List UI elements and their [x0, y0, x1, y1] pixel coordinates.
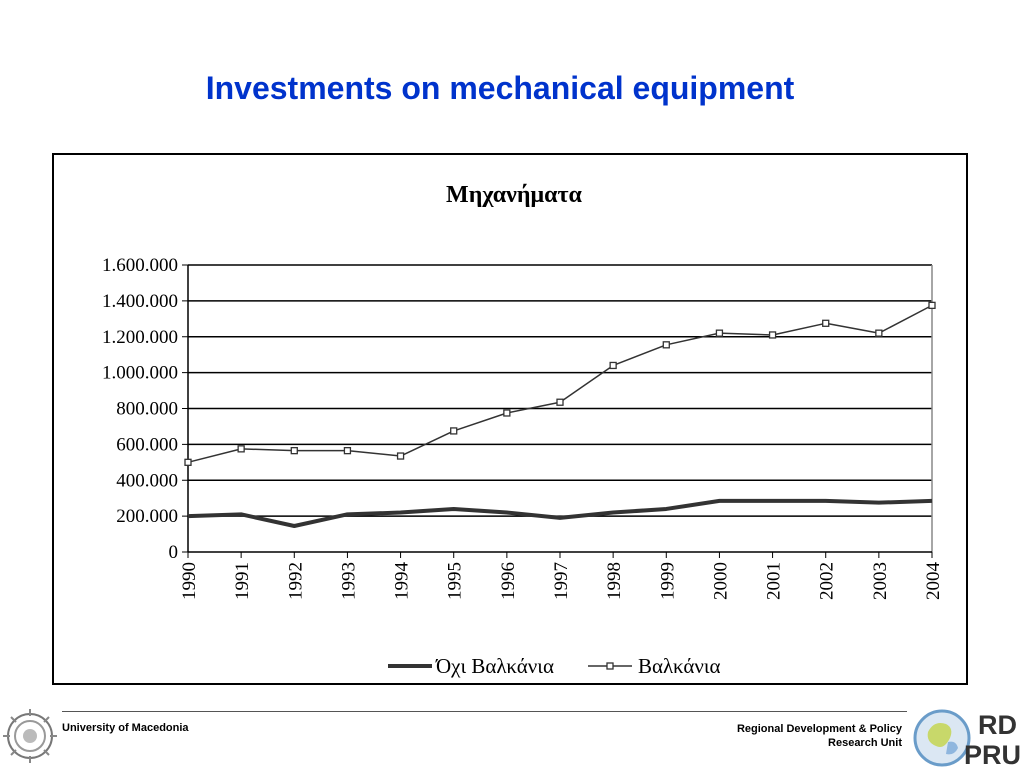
grid-layer — [188, 264, 933, 552]
data-point — [290, 447, 298, 455]
series-layer — [184, 301, 936, 528]
y-tick-label: 1.600.000 — [102, 255, 178, 276]
data-point — [662, 341, 670, 349]
series-line-1 — [187, 304, 933, 464]
data-point — [237, 445, 245, 453]
x-tick-label: 1996 — [498, 562, 519, 600]
x-tick-label: 2002 — [817, 562, 838, 600]
university-name: University of Macedonia — [62, 722, 189, 734]
rdpru-logo-bottom: PRU — [964, 740, 1021, 768]
data-point — [875, 329, 883, 337]
y-tick-label: 400.000 — [116, 470, 178, 491]
y-tick-label: 200.000 — [116, 506, 178, 527]
x-tick-label: 2003 — [870, 562, 891, 600]
research-unit-line2: Research Unit — [828, 737, 902, 749]
data-point — [396, 452, 405, 460]
university-seal-icon — [3, 709, 57, 763]
x-tick-label: 2004 — [923, 562, 944, 601]
data-point — [822, 319, 830, 327]
chart-title: Μηχανήματα — [446, 182, 582, 208]
series-line-0 — [187, 498, 933, 528]
x-tick-label: 1992 — [285, 562, 306, 600]
legend: Όχι Βαλκάνια Βαλκάνια — [388, 654, 721, 678]
legend-label-0: Όχι Βαλκάνια — [435, 654, 554, 678]
x-tick-label: 1991 — [232, 562, 253, 600]
data-point — [928, 301, 936, 310]
y-tick-label: 1.000.000 — [102, 363, 178, 384]
slide-title: Investments on mechanical equipment — [205, 70, 795, 106]
x-tick-label: 1994 — [392, 562, 413, 601]
x-tick-label: 1993 — [338, 562, 359, 600]
data-point — [503, 409, 511, 417]
data-point — [768, 331, 777, 339]
legend-marker-1 — [606, 662, 614, 670]
x-tick-label: 1995 — [445, 562, 466, 600]
x-tick-label: 1990 — [179, 562, 200, 600]
data-point — [715, 329, 724, 337]
y-tick-label: 0 — [169, 542, 179, 563]
x-tick-label: 2001 — [764, 562, 785, 600]
x-tick-label: 2000 — [710, 562, 731, 600]
data-point — [184, 458, 192, 466]
y-tick-label: 800.000 — [116, 399, 178, 420]
footer-divider — [62, 711, 907, 712]
chart-frame: Μηχανήματα 0 200.000 400.000 600.000 800.000… — [52, 153, 968, 685]
legend-label-1: Βαλκάνια — [638, 654, 721, 678]
rdpru-logo-icon: RD PRU — [913, 709, 1021, 768]
axis-layer: 0 200.000 400.000 600.000 800.000 1.000.000 1.… — [102, 255, 944, 600]
data-point — [556, 398, 564, 406]
data-point — [609, 361, 617, 370]
line-chart: Μηχανήματα 0 200.000 400.000 600.000 800.000… — [102, 182, 944, 678]
y-tick-label: 600.000 — [116, 434, 178, 455]
data-point — [450, 427, 458, 435]
y-tick-label: 1.400.000 — [102, 291, 178, 312]
x-tick-label: 1998 — [604, 562, 625, 600]
x-tick-label: 1999 — [657, 562, 678, 600]
x-tick-label: 1997 — [551, 562, 572, 600]
research-unit-name: Regional Development & Policy Research U… — [737, 722, 902, 750]
y-tick-label: 1.200.000 — [102, 327, 178, 348]
data-point — [343, 447, 352, 455]
rdpru-logo-top: RD — [978, 710, 1017, 740]
research-unit-line1: Regional Development & Policy — [736, 723, 902, 735]
